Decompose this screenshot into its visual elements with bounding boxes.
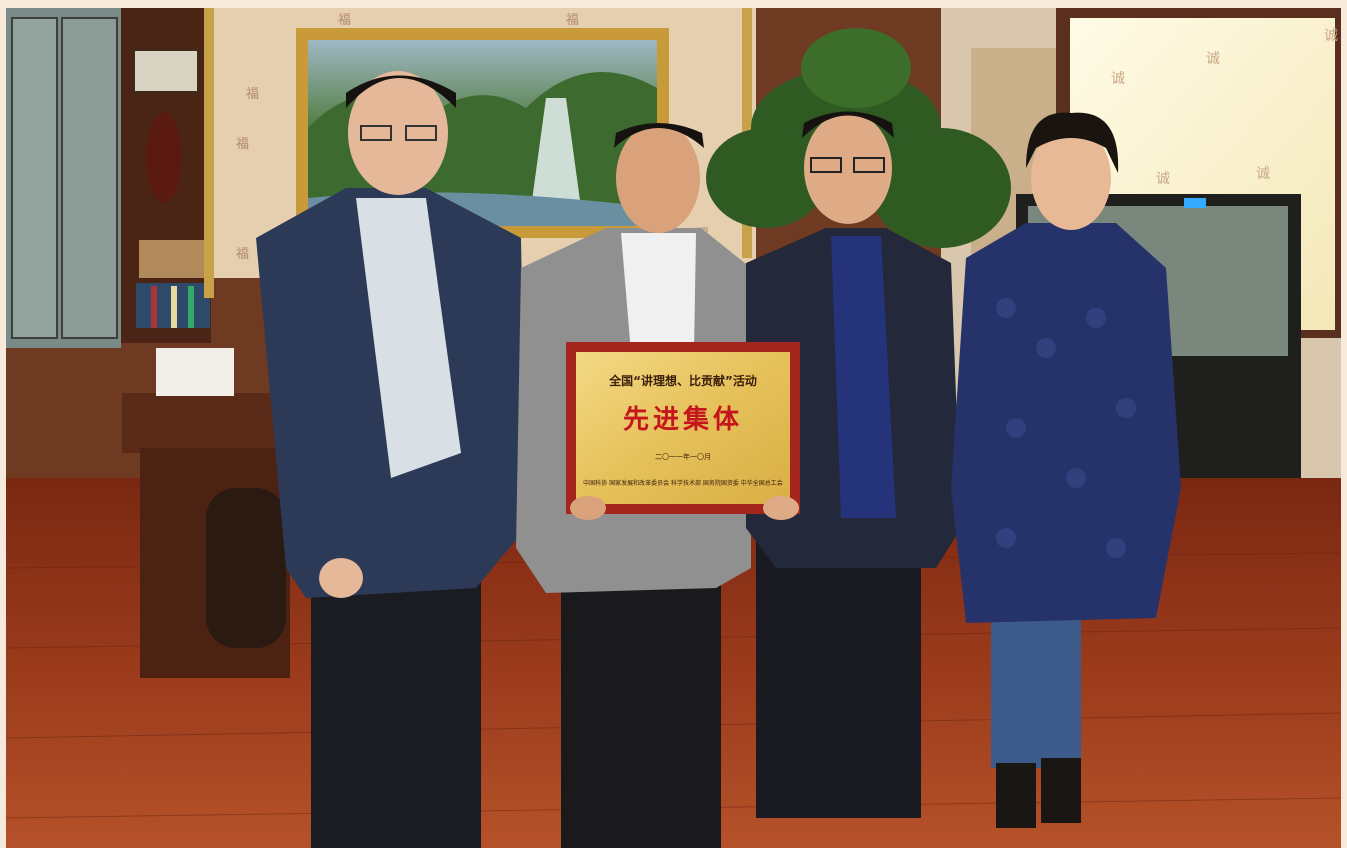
wall-char: 福 (246, 87, 259, 102)
person-4 (951, 112, 1181, 828)
blind-char: 诚 (1256, 166, 1270, 182)
plaque-orgs: 中国科协 国家发展和改革委员会 科学技术部 国务院国资委 中华全国总工会 (583, 479, 783, 487)
wall-char: 福 (236, 137, 249, 152)
person-1 (256, 71, 526, 848)
wall-char: 福 (236, 247, 249, 262)
blind-char: 诚 (1111, 71, 1125, 87)
plaque-title: 全国“讲理想、比贡献”活动 (608, 373, 757, 388)
wall-char: 福 (338, 13, 351, 28)
award-photo: 福 福 福 福 福 福 诚 诚 诚 诚 诚 (6, 8, 1341, 848)
plaque-date: 二〇一一年一〇月 (655, 452, 711, 461)
blind-char: 诚 (1206, 51, 1220, 67)
office-desk (122, 348, 290, 678)
plaque-main-text: 先进集体 (623, 404, 743, 435)
wall-char: 福 (566, 13, 579, 28)
award-plaque: 全国“讲理想、比贡献”活动 先进集体 二〇一一年一〇月 中国科协 国家发展和改革… (566, 342, 800, 520)
blind-char: 诚 (1156, 171, 1170, 187)
blind-char: 诚 (1324, 28, 1338, 44)
person-3 (746, 111, 961, 818)
potted-plant (706, 28, 1011, 248)
